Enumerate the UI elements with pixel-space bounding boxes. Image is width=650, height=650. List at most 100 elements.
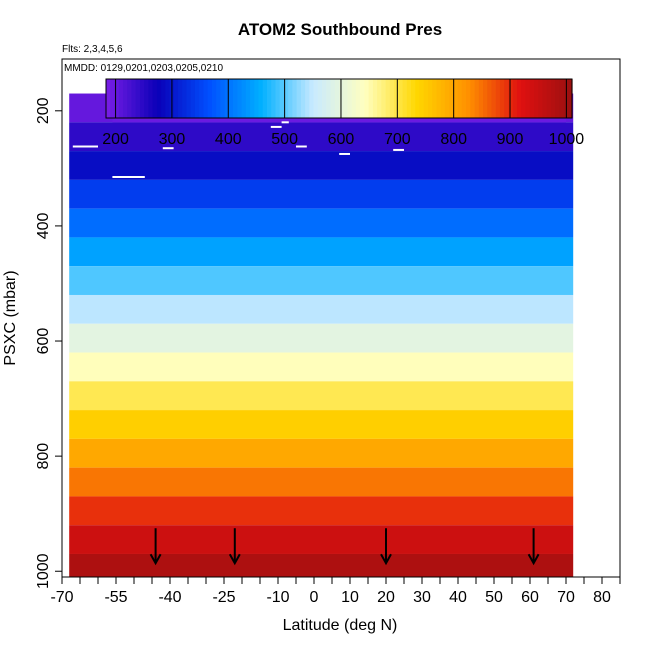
dates-label: MMDD: 0129,0201,0203,0205,0210 bbox=[64, 63, 223, 74]
colorbar-swatch bbox=[504, 79, 510, 118]
colorbar-swatch bbox=[394, 79, 399, 118]
colorbar-swatch bbox=[178, 79, 183, 118]
colorbar-frame bbox=[105, 78, 573, 119]
heatmap-band-5 bbox=[69, 237, 574, 267]
colorbar-tick-label: 300 bbox=[159, 131, 186, 148]
y-tick-label: 600 bbox=[35, 328, 52, 355]
colorbar-swatch bbox=[114, 79, 120, 118]
colorbar-swatch bbox=[457, 79, 463, 118]
colorbar-tick-label: 900 bbox=[497, 131, 524, 148]
colorbar-swatch bbox=[440, 79, 446, 118]
colorbar-swatch bbox=[266, 79, 272, 118]
colorbar-swatch bbox=[250, 79, 255, 118]
heatmap-band-12 bbox=[69, 438, 574, 468]
plot-frame bbox=[61, 58, 621, 578]
profile-marker-3 bbox=[527, 528, 540, 566]
heatmap-band-14 bbox=[69, 496, 574, 526]
x-tick-label: -25 bbox=[212, 589, 235, 606]
colorbar-swatch bbox=[317, 79, 323, 118]
colorbar-swatch bbox=[216, 79, 221, 118]
colorbar-swatch bbox=[355, 79, 361, 118]
heatmap-band-15 bbox=[69, 525, 574, 554]
colorbar-swatch bbox=[334, 79, 340, 118]
colorbar-swatch bbox=[131, 79, 137, 118]
x-tick-label: 40 bbox=[449, 589, 467, 606]
colorbar-swatch bbox=[444, 79, 450, 118]
x-tick-label: 20 bbox=[377, 589, 395, 606]
heatmap-band-10 bbox=[69, 381, 574, 411]
colorbar-swatch bbox=[466, 79, 471, 118]
colorbar-swatch bbox=[309, 79, 315, 118]
colorbar-swatch bbox=[449, 79, 454, 118]
colorbar-swatch bbox=[567, 79, 573, 118]
colorbar-swatch bbox=[474, 79, 480, 118]
colorbar-swatch bbox=[525, 79, 531, 118]
colorbar-tick-label: 600 bbox=[328, 131, 355, 148]
heatmap-band-8 bbox=[69, 323, 574, 353]
y-axis-label: PSXC (mbar) bbox=[2, 270, 19, 365]
colorbar-swatch bbox=[245, 79, 251, 118]
heatmap-band-11 bbox=[69, 410, 574, 439]
colorbar-swatch bbox=[220, 79, 226, 118]
colorbar-swatch bbox=[207, 79, 213, 118]
colorbar-tick-label: 200 bbox=[102, 131, 129, 148]
x-tick-label: 50 bbox=[485, 589, 503, 606]
colorbar-swatch bbox=[144, 79, 149, 118]
x-axis: -70 -55 -40 -25 -10 0 10 20 30 40 50 60 70 80 bbox=[50, 577, 621, 606]
heatmap-band-9 bbox=[69, 352, 574, 382]
colorbar-swatch bbox=[521, 79, 526, 118]
heatmap-layer bbox=[69, 92, 574, 577]
colorbar-swatch bbox=[406, 79, 412, 118]
colorbar-swatch bbox=[360, 79, 366, 118]
heatmap-band-3 bbox=[69, 179, 574, 209]
heatmap-band-7 bbox=[69, 294, 574, 324]
heatmap-band-2 bbox=[69, 151, 574, 180]
colorbar-swatch bbox=[279, 79, 285, 118]
colorbar-swatch bbox=[156, 79, 162, 118]
y-tick-label: 200 bbox=[35, 97, 52, 124]
colorbar-swatch bbox=[495, 79, 501, 118]
colorbar-swatch bbox=[427, 79, 433, 118]
x-tick-label: -10 bbox=[266, 589, 289, 606]
colorbar-swatch bbox=[398, 79, 404, 118]
colorbar-swatch bbox=[173, 79, 179, 118]
colorbar-swatch bbox=[550, 79, 556, 118]
heatmap-band-16 bbox=[69, 553, 574, 577]
colorbar-tick-label: 800 bbox=[440, 131, 467, 148]
x-tick-label: 60 bbox=[521, 589, 539, 606]
colorbar-swatch bbox=[487, 79, 493, 118]
colorbar-swatch bbox=[461, 79, 467, 118]
heatmap-band-6 bbox=[69, 266, 574, 295]
colorbar-swatch bbox=[326, 79, 332, 118]
profile-marker-2 bbox=[380, 528, 392, 566]
colorbar-swatch bbox=[127, 79, 133, 118]
colorbar-swatch bbox=[199, 79, 205, 118]
y-axis: 200 400 600 800 1000 bbox=[35, 97, 62, 589]
x-tick-label: -55 bbox=[104, 589, 127, 606]
colorbar-swatch bbox=[106, 79, 111, 118]
colorbar-swatch bbox=[402, 79, 408, 118]
heatmap-band-4 bbox=[69, 208, 574, 238]
y-tick-label: 400 bbox=[35, 212, 52, 239]
colorbar-swatch bbox=[228, 79, 234, 118]
colorbar-swatch bbox=[305, 79, 310, 118]
colorbar-tick-label: 400 bbox=[215, 131, 242, 148]
colorbar-swatch bbox=[516, 79, 522, 118]
x-axis-label: Latitude (deg N) bbox=[283, 617, 398, 634]
colorbar-swatch bbox=[237, 79, 243, 118]
colorbar-swatch bbox=[529, 79, 535, 118]
colorbar-swatch bbox=[254, 79, 260, 118]
y-tick-label: 800 bbox=[35, 443, 52, 470]
colorbar-swatch bbox=[533, 79, 539, 118]
colorbar-swatch bbox=[182, 79, 188, 118]
colorbar-swatch bbox=[165, 79, 171, 118]
x-tick-label: 10 bbox=[341, 589, 359, 606]
colorbar-swatch bbox=[415, 79, 421, 118]
colorbar-swatch bbox=[322, 79, 327, 118]
colorbar-swatch bbox=[453, 79, 459, 118]
colorbar-swatch bbox=[436, 79, 442, 118]
colorbar-swatch bbox=[538, 79, 543, 118]
colorbar-swatch bbox=[194, 79, 200, 118]
colorbar-swatch bbox=[423, 79, 429, 118]
